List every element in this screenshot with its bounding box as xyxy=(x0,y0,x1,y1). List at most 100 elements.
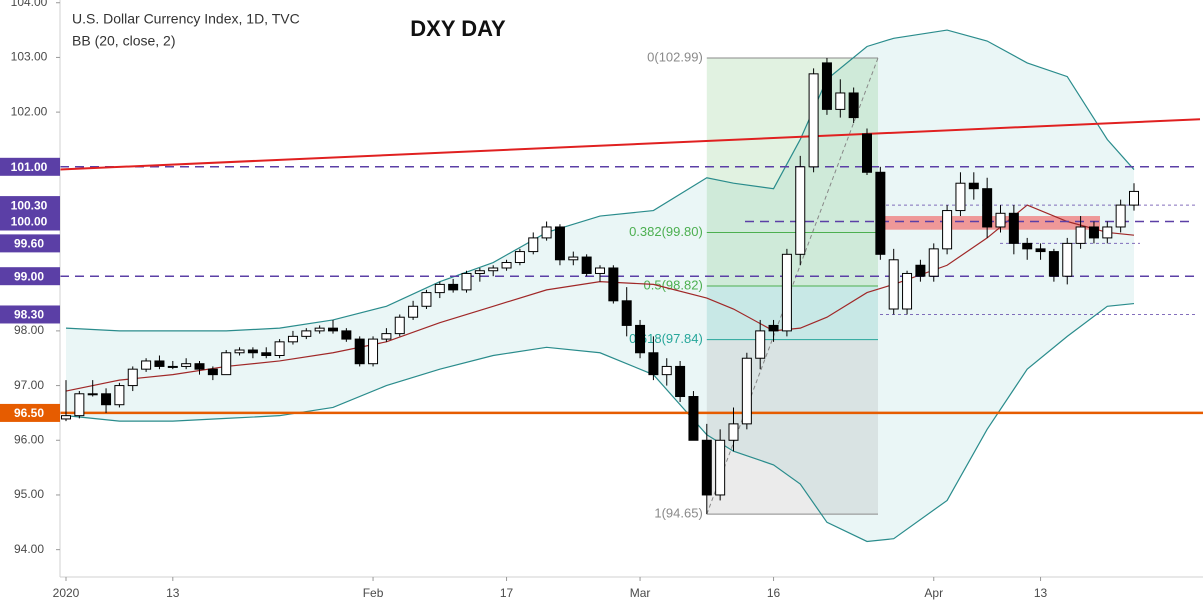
candle-body xyxy=(728,423,739,441)
x-tick-label: 17 xyxy=(500,586,514,600)
candle-body xyxy=(955,182,966,212)
fib-zone xyxy=(706,286,878,340)
candle-body xyxy=(1048,251,1059,277)
candle-body xyxy=(328,327,338,332)
candle-body xyxy=(888,259,899,310)
level-label: 100.00 xyxy=(11,215,48,229)
candle-body xyxy=(368,338,379,365)
y-tick-label: 94.00 xyxy=(14,542,44,556)
candle-body xyxy=(474,270,485,274)
level-label-box xyxy=(0,196,60,215)
chart-subtitle: U.S. Dollar Currency Index, 1D, TVC xyxy=(72,11,300,27)
candle-body xyxy=(701,439,712,496)
x-tick-label: Mar xyxy=(630,586,651,600)
level-label-box xyxy=(0,157,60,176)
x-tick-label: Feb xyxy=(363,586,384,600)
candle-body xyxy=(1035,248,1046,253)
x-tick-label: 16 xyxy=(767,586,781,600)
candle-body xyxy=(287,335,298,343)
x-tick-label: 2020 xyxy=(53,586,80,600)
candle-body xyxy=(635,324,646,354)
candle-body xyxy=(528,237,539,253)
candle-body xyxy=(167,365,178,368)
candle-body xyxy=(274,341,285,356)
candle-body xyxy=(434,283,445,294)
candle-body xyxy=(982,188,993,228)
candle-body xyxy=(902,272,913,310)
candle-body xyxy=(181,363,192,367)
candle-body xyxy=(995,212,1006,228)
candle-body xyxy=(968,182,979,190)
y-tick-label: 95.00 xyxy=(14,487,44,501)
candle-body xyxy=(314,327,325,332)
candle-body xyxy=(514,251,525,264)
indicator-label: BB (20, close, 2) xyxy=(72,33,176,49)
y-tick-label: 102.00 xyxy=(11,104,48,118)
candle-body xyxy=(1088,226,1099,239)
candle-body xyxy=(1022,242,1033,250)
candle-body xyxy=(915,264,926,277)
candle-body xyxy=(942,210,953,250)
candle-body xyxy=(488,267,499,272)
candle-body xyxy=(234,349,245,354)
candle-body xyxy=(1102,226,1113,239)
candle-body xyxy=(154,360,165,367)
level-label: 96.50 xyxy=(14,406,44,420)
candle-body xyxy=(1062,242,1073,277)
candle-body xyxy=(715,439,726,496)
y-tick-label: 103.00 xyxy=(11,50,48,64)
candle-body xyxy=(768,324,779,332)
candle-body xyxy=(341,330,352,340)
candle-body xyxy=(1075,226,1086,244)
candle-body xyxy=(194,363,205,370)
y-tick-label: 104.00 xyxy=(11,0,48,9)
candle-body xyxy=(621,300,632,326)
candle-body xyxy=(221,352,232,376)
x-tick-label: 13 xyxy=(1034,586,1048,600)
fib-label: 0.5(98.82) xyxy=(644,277,703,292)
band-middle xyxy=(65,204,1135,392)
y-tick-label: 98.00 xyxy=(14,323,44,337)
candle-body xyxy=(795,166,806,255)
candle-body xyxy=(461,272,472,291)
candle-body xyxy=(821,62,832,110)
level-label-box xyxy=(0,234,60,253)
candle-body xyxy=(688,396,699,441)
candle-body xyxy=(101,393,112,406)
level-label: 98.30 xyxy=(14,308,44,322)
candle-body xyxy=(207,368,218,376)
candle-body xyxy=(741,357,752,425)
fib-zone xyxy=(706,232,878,287)
candle-body xyxy=(1129,190,1139,206)
candle-body xyxy=(1008,212,1019,244)
candle-body xyxy=(87,393,98,396)
x-tick-label: Apr xyxy=(924,586,943,600)
candle-body xyxy=(408,305,419,318)
candle-body xyxy=(394,316,405,335)
fib-label: 1(94.65) xyxy=(654,506,702,521)
candle-body xyxy=(501,262,512,269)
level-label-box xyxy=(0,305,60,324)
candle-body xyxy=(848,92,859,119)
candle-body xyxy=(581,256,592,274)
y-tick-label: 97.00 xyxy=(14,378,44,392)
fib-zone xyxy=(706,57,878,233)
candle-body xyxy=(608,267,619,302)
candle-body xyxy=(381,333,392,340)
fib-label: 0.382(99.80) xyxy=(629,224,703,239)
candle-body xyxy=(448,283,459,291)
candle-body xyxy=(421,292,432,307)
candle-body xyxy=(808,73,819,168)
candle-body xyxy=(554,226,565,261)
level-label: 101.00 xyxy=(11,160,48,174)
candle-body xyxy=(928,248,939,277)
candle-body xyxy=(114,385,125,406)
fib-label: 0(102.99) xyxy=(647,49,703,64)
candle-body xyxy=(354,338,365,365)
level-label-box xyxy=(0,403,60,422)
candle-body xyxy=(648,352,659,376)
candle-body xyxy=(74,393,85,417)
level-label-box xyxy=(0,267,60,286)
